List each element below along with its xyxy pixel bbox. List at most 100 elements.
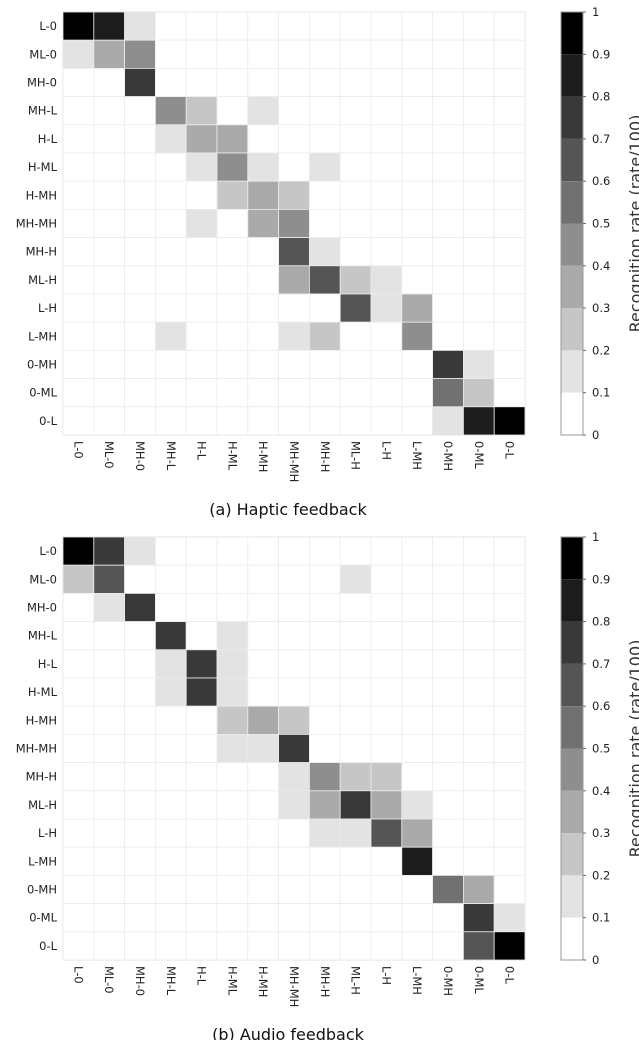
heatmap-cell: [154, 536, 187, 566]
heatmap-cell: [370, 564, 403, 594]
y-tick-label: H-L: [38, 132, 58, 146]
heatmap-cell: [247, 349, 280, 379]
heatmap-cell: [370, 11, 403, 41]
heatmap-cell: [154, 705, 187, 735]
y-tick-label: MH-MH: [16, 742, 57, 756]
heatmap-cell: [401, 564, 433, 594]
heatmap-cell: [401, 180, 433, 210]
heatmap-cell: [493, 265, 526, 295]
heatmap-cell: [124, 11, 156, 41]
heatmap-cell: [216, 349, 249, 379]
heatmap-cell: [401, 237, 433, 267]
heatmap-cell: [247, 208, 280, 238]
colorbar-segment: [561, 621, 583, 664]
y-tick-label: MH-MH: [16, 217, 57, 231]
heatmap-cell: [154, 406, 187, 436]
heatmap-cell: [124, 208, 156, 238]
heatmap-cell: [308, 237, 341, 267]
colorbar-tick-label: 0: [592, 953, 599, 967]
heatmap-cell: [278, 536, 310, 566]
y-tick-label: MH-L: [28, 104, 58, 118]
heatmap-cell: [185, 677, 218, 707]
heatmap-cell: [370, 593, 403, 623]
heatmap-cell: [432, 677, 464, 707]
heatmap-cell: [247, 152, 280, 182]
heatmap-cell: [339, 265, 372, 295]
x-tick-label: 0-MH: [441, 966, 455, 996]
heatmap-cell: [308, 293, 341, 323]
heatmap-cell: [432, 734, 464, 764]
heatmap-cell: [401, 903, 433, 933]
x-tick-label: H-MH: [256, 441, 270, 472]
colorbar-segment: [561, 223, 583, 266]
heatmap-cell: [493, 406, 526, 436]
heatmap-cell: [124, 903, 156, 933]
heatmap-cell: [154, 790, 187, 820]
colorbar-tick-label: 0.8: [592, 90, 610, 104]
colorbar-tick-label: 0.6: [592, 174, 610, 188]
heatmap-cell: [93, 321, 126, 351]
x-tick-label: ML-H: [349, 966, 363, 995]
heatmap-cell: [493, 124, 526, 154]
heatmap-cell: [339, 11, 372, 41]
heatmap-cell: [124, 762, 156, 792]
heatmap-cell: [93, 621, 126, 651]
heatmap-cell: [401, 931, 433, 961]
heatmap-cell: [154, 593, 187, 623]
heatmap-cell: [247, 11, 280, 41]
colorbar-segment: [561, 537, 583, 580]
heatmap-cell: [370, 321, 403, 351]
heatmap-cell: [216, 875, 249, 905]
heatmap-cell: [216, 931, 249, 961]
heatmap-cell: [154, 321, 187, 351]
heatmap-cell: [462, 39, 495, 69]
heatmap-cell: [339, 903, 372, 933]
heatmap-cell: [432, 39, 464, 69]
heatmap-cell: [154, 293, 187, 323]
heatmap-cell: [62, 265, 95, 295]
colorbar-tick-label: 0.1: [592, 911, 610, 925]
heatmap-cell: [308, 903, 341, 933]
heatmap-cell: [62, 68, 95, 98]
heatmap-cell: [247, 68, 280, 98]
heatmap-cell: [216, 11, 249, 41]
heatmap-cell: [216, 321, 249, 351]
heatmap-cell: [185, 649, 218, 679]
x-tick-label: H-L: [195, 441, 209, 461]
heatmap-cell: [462, 237, 495, 267]
heatmap-cell: [432, 903, 464, 933]
heatmap-cell: [93, 152, 126, 182]
heatmap-cell: [462, 406, 495, 436]
heatmap-cell: [339, 564, 372, 594]
y-tick-label: H-L: [38, 657, 58, 671]
heatmap-cell: [432, 68, 464, 98]
heatmap-cell: [278, 293, 310, 323]
heatmap-cell: [124, 378, 156, 408]
heatmap-cell: [462, 593, 495, 623]
heatmap-cell: [432, 536, 464, 566]
x-tick-label: H-L: [195, 966, 209, 986]
heatmap-cell: [493, 903, 526, 933]
colorbar-tick-label: 0.4: [592, 784, 610, 798]
heatmap-cell: [462, 208, 495, 238]
colorbar-tick-label: 0.7: [592, 132, 610, 146]
heatmap-cell: [401, 68, 433, 98]
y-tick-label: 0-ML: [29, 911, 57, 925]
heatmap-cell: [62, 536, 95, 566]
heatmap-cell: [278, 349, 310, 379]
heatmap-cell: [154, 734, 187, 764]
heatmap-cell: [493, 677, 526, 707]
heatmap-cell: [93, 818, 126, 848]
heatmap-cell: [462, 931, 495, 961]
heatmap-cell: [308, 11, 341, 41]
heatmap-cell: [216, 621, 249, 651]
heatmap-cell: [278, 564, 310, 594]
heatmap-cell: [401, 124, 433, 154]
x-tick-label: 0-L: [503, 966, 517, 984]
heatmap-cell: [124, 564, 156, 594]
heatmap-cell: [62, 124, 95, 154]
heatmap-cell: [247, 762, 280, 792]
heatmap-cell: [216, 593, 249, 623]
heatmap-cell: [493, 762, 526, 792]
heatmap-cell: [493, 68, 526, 98]
